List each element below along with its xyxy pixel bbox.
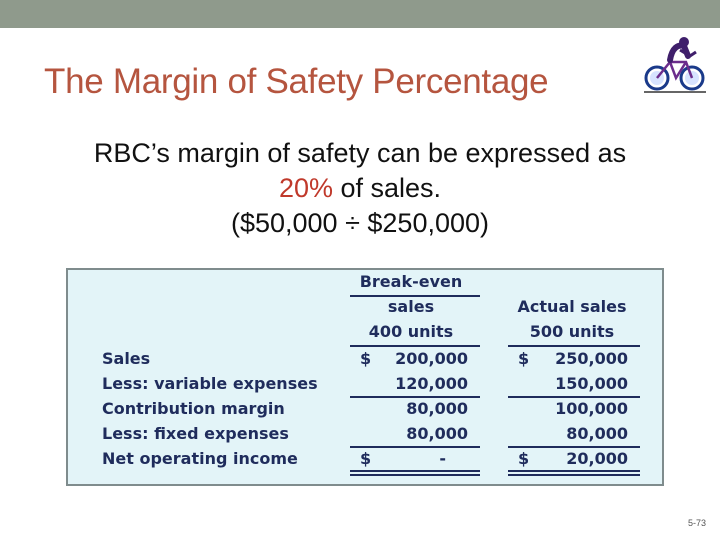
act-dollar-sign: $	[518, 349, 530, 368]
body-text: RBC’s margin of safety can be expressed …	[0, 136, 720, 241]
act-value-sales: 250,000	[555, 349, 628, 368]
be-header-line-3: 400 units	[368, 322, 454, 341]
be-value-sales: 200,000	[395, 349, 468, 368]
body-line-3: ($50,000 ÷ $250,000)	[230, 208, 490, 238]
act-value-contribution: 100,000	[555, 399, 628, 418]
row-label-sales: Sales	[102, 349, 151, 368]
be-dollar-sign: $	[360, 349, 372, 368]
act-header-line-2: 500 units	[529, 322, 615, 341]
be-value-fixed: 80,000	[406, 424, 468, 443]
act-value-variable: 150,000	[555, 374, 628, 393]
row-label-contribution-margin: Contribution margin	[102, 399, 285, 418]
be-underline-1	[350, 396, 480, 398]
be-double-underline	[350, 470, 480, 476]
act-double-underline	[508, 470, 640, 476]
act-underline-1	[508, 396, 640, 398]
top-bar	[0, 0, 720, 28]
act-header-underline	[508, 345, 640, 347]
be-header-bottom-line	[350, 345, 480, 347]
be-value-contribution: 80,000	[406, 399, 468, 418]
be-header-underline	[350, 295, 480, 297]
be-underline-2	[350, 446, 480, 448]
act-value-noi: 20,000	[566, 449, 628, 468]
row-label-net-operating-income: Net operating income	[102, 449, 298, 468]
body-line-1: RBC’s margin of safety can be expressed …	[93, 138, 627, 168]
row-label-variable-expenses: Less: variable expenses	[102, 374, 318, 393]
slide-title: The Margin of Safety Percentage	[44, 62, 549, 101]
act-header-line-1: Actual sales	[517, 297, 627, 316]
body-line-2: 20% of sales.	[279, 173, 441, 203]
percentage-value: 20%	[278, 173, 333, 203]
act-dollar-sign-noi: $	[518, 449, 530, 468]
income-statement-panel: Break-even sales 400 units Actual sales …	[66, 268, 664, 486]
be-dollar-sign-noi: $	[360, 449, 372, 468]
body-line-2-rest: of sales.	[332, 173, 442, 203]
row-label-fixed-expenses: Less: fixed expenses	[102, 424, 289, 443]
be-value-variable: 120,000	[395, 374, 468, 393]
be-value-noi: -	[439, 449, 446, 468]
act-value-fixed: 80,000	[566, 424, 628, 443]
bicycle-rider-icon	[644, 37, 706, 93]
slide-number: 5-73	[687, 518, 706, 528]
act-underline-2	[508, 446, 640, 448]
be-header-line-1: Break-even	[359, 272, 463, 291]
be-header-line-2: sales	[387, 297, 435, 316]
